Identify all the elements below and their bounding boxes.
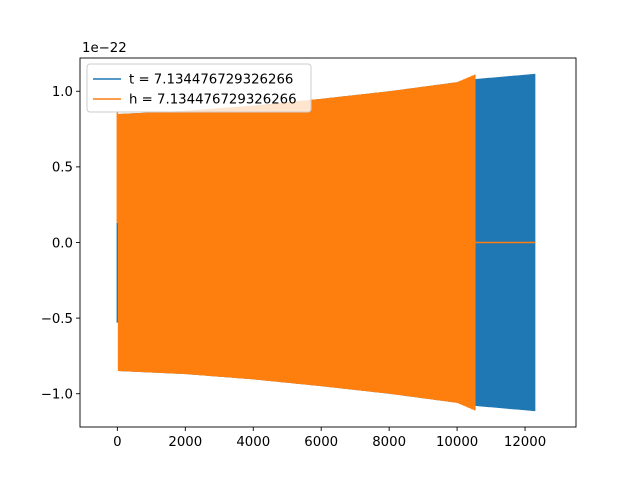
- x-tick-label: 2000: [168, 435, 202, 450]
- y-tick-label: 0.0: [52, 236, 73, 251]
- x-tick-label: 6000: [304, 435, 338, 450]
- y-tick-label: −1.0: [41, 388, 73, 403]
- y-tick-label: 1.0: [52, 85, 73, 100]
- legend-entry-label: h = 7.134476729326266: [129, 93, 297, 108]
- x-tick-label: 0: [113, 435, 121, 450]
- plot-area: [116, 73, 536, 412]
- x-tick-label: 4000: [236, 435, 270, 450]
- y-tick-label: −0.5: [41, 312, 73, 327]
- legend-box: [86, 63, 312, 113]
- legend-entry-label: t = 7.134476729326266: [129, 73, 293, 88]
- legend: t = 7.134476729326266 h = 7.1344767293262…: [86, 63, 312, 113]
- x-tick-label: 8000: [372, 435, 406, 450]
- y-offset-label: 1e−22: [82, 41, 127, 56]
- y-tick-label: 0.5: [52, 161, 73, 176]
- x-tick-label: 12000: [504, 435, 546, 450]
- x-axis: 0 2000 4000 6000 8000 10000 12000: [113, 427, 546, 450]
- x-tick-label: 10000: [436, 435, 478, 450]
- y-axis: −1.0 −0.5 0.0 0.5 1.0: [41, 85, 80, 403]
- series-line-h: [116, 74, 535, 411]
